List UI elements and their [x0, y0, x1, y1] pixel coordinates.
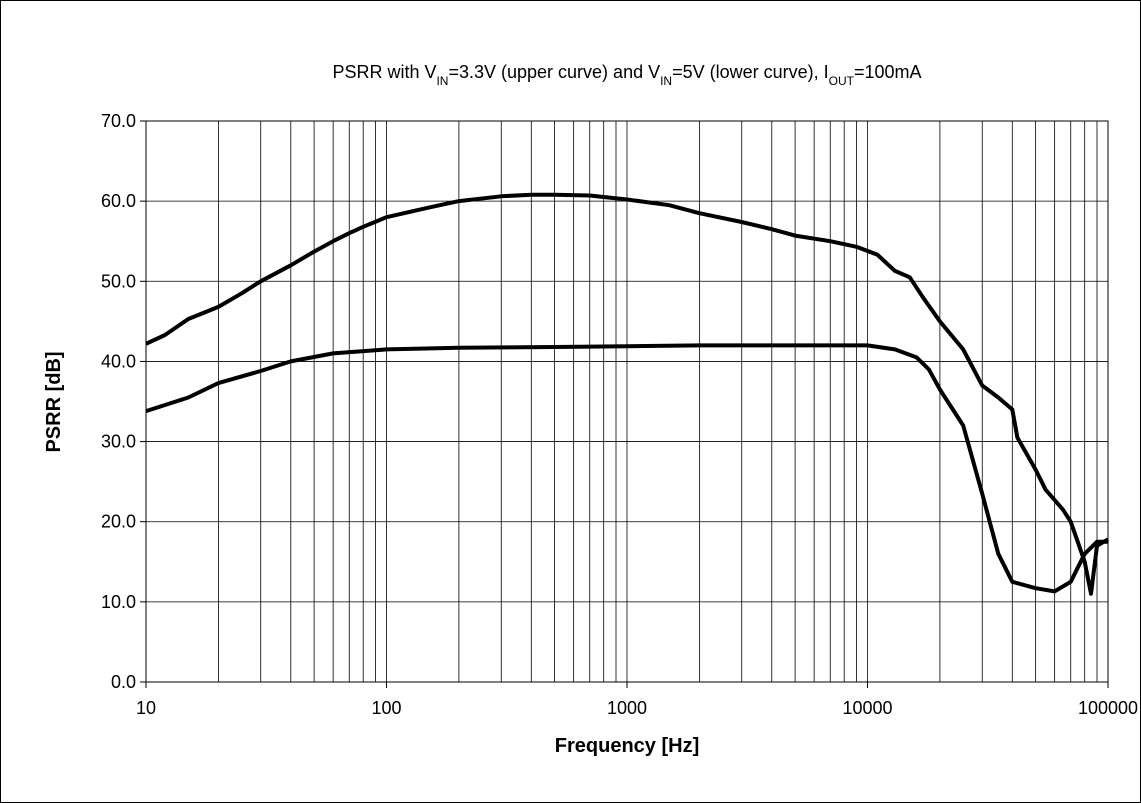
title-part: =3.3V (upper curve) and V: [448, 62, 660, 82]
y-tick-label: 40.0: [101, 351, 136, 371]
title-part: =100mA: [854, 62, 922, 82]
y-tick-label: 50.0: [101, 271, 136, 291]
title-part: PSRR with V: [332, 62, 436, 82]
y-tick-label: 10.0: [101, 592, 136, 612]
x-tick-label: 10: [136, 698, 156, 718]
y-tick-label: 70.0: [101, 111, 136, 131]
y-tick-label: 30.0: [101, 432, 136, 452]
plot-area: [145, 120, 1109, 683]
x-tick-label: 10000: [842, 698, 892, 718]
title-part: =5V (lower curve), I: [672, 62, 829, 82]
x-axis-label: Frequency [Hz]: [555, 735, 699, 757]
series-line: [145, 343, 1108, 594]
y-tick-label: 0.0: [111, 672, 136, 692]
title-part: OUT: [829, 74, 855, 88]
title-part: IN: [660, 74, 672, 88]
y-tick-label: 60.0: [101, 191, 136, 211]
x-tick-label: 1000: [607, 698, 647, 718]
title-part: IN: [436, 74, 448, 88]
x-tick-label: 100000: [1078, 698, 1138, 718]
y-axis-label: PSRR [dB]: [43, 351, 65, 452]
chart-title: PSRR with VIN=3.3V (upper curve) and VIN…: [332, 62, 921, 88]
x-tick-label: 100: [371, 698, 401, 718]
series-line: [145, 192, 1110, 596]
y-tick-label: 20.0: [101, 512, 136, 532]
